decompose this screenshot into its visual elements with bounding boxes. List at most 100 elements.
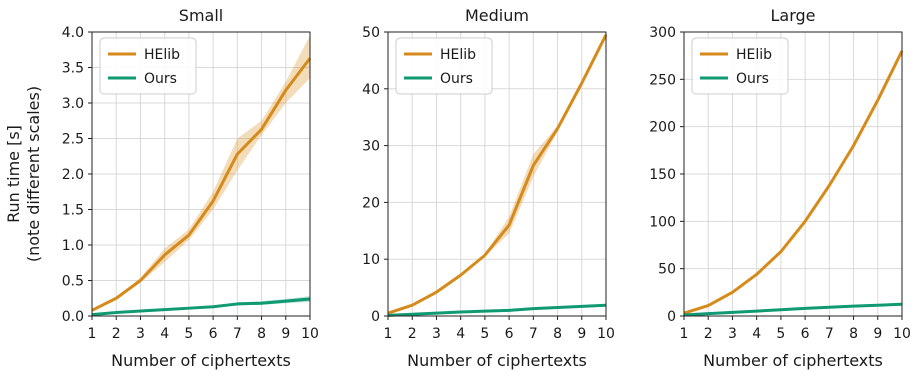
data-point-helib [779,250,782,253]
series-ours [91,296,311,317]
x-tick-label: 7 [233,326,242,342]
y-tick-label: 150 [649,167,676,183]
y-tick-label: 20 [362,195,380,211]
data-point-ours [876,304,879,307]
data-point-ours [580,305,583,308]
y-tick-label: 50 [362,25,380,41]
x-tick-label: 4 [752,326,761,342]
y-tick-label: 2.5 [62,132,84,148]
x-tick-label: 1 [680,326,689,342]
data-point-ours [236,302,239,305]
y-tick-label: 1.5 [62,203,84,219]
series-line-helib [387,34,608,315]
y-tick-label: 50 [658,262,676,278]
y-axis-label-line1: Run time [s] [4,125,23,223]
data-point-helib [483,254,486,257]
y-tick-label: 40 [362,82,380,98]
x-tick-label: 8 [553,326,562,342]
chart-title: Medium [465,6,529,25]
data-point-ours [139,310,142,313]
x-tick-label: 5 [776,326,785,342]
data-point-ours [707,312,710,315]
x-tick-label: 4 [456,326,465,342]
y-tick-label: 300 [649,25,676,41]
legend-label-helib: HElib [440,47,476,63]
series-line-ours [387,303,607,317]
data-point-ours [115,311,118,314]
data-point-ours [852,305,855,308]
y-axis-label-line2: (note different scales) [24,86,43,262]
x-tick-label: 2 [112,326,121,342]
legend-label-helib: HElib [736,47,772,63]
data-point-helib [731,291,734,294]
x-tick-label: 7 [529,326,538,342]
y-tick-label: 200 [649,120,676,136]
x-tick-label: 6 [801,326,810,342]
x-tick-label: 4 [160,326,169,342]
x-axis-label: Number of ciphertexts [703,351,883,370]
y-tick-label: 10 [362,252,380,268]
series-line-helib [91,57,312,312]
data-point-helib [876,99,879,102]
data-point-helib [707,304,710,307]
x-tick-label: 9 [873,326,882,342]
chart-panel-large: 1 2 3 4 5 6 7 8 9 10050100150200250300LargeNumber… [649,6,911,370]
data-point-ours [731,311,734,314]
x-tick-label: 5 [480,326,489,342]
data-point-helib [828,184,831,187]
shared-y-axis-label: Run time [s] (note different scales) [4,86,43,262]
y-tick-label: 0 [667,309,676,325]
data-point-ours [459,311,462,314]
legend-box [99,37,197,95]
x-tick-label: 9 [281,326,290,342]
data-point-helib [236,153,239,156]
legend-label-helib: HElib [144,47,180,63]
data-point-ours [828,306,831,309]
data-point-helib [556,127,559,130]
data-point-helib [435,291,438,294]
series-ours [387,303,607,317]
legend: HElib Ours [691,37,789,95]
data-point-ours [779,308,782,311]
data-point-helib [115,297,118,300]
series-helib [387,32,608,315]
data-point-helib [804,220,807,223]
legend-box [691,37,789,95]
data-point-ours [435,312,438,315]
data-point-ours [187,307,190,310]
x-tick-label: 8 [257,326,266,342]
x-axis-label: Number of ciphertexts [407,351,587,370]
data-point-helib [284,89,287,92]
legend-label-ours: Ours [440,71,473,87]
data-point-ours [508,309,511,312]
data-point-ours [556,306,559,309]
plot-frame [387,31,607,317]
data-point-helib [580,82,583,85]
x-tick-label: 2 [704,326,713,342]
data-point-ours [411,313,414,316]
x-tick-label: 8 [849,326,858,342]
data-point-helib [212,199,215,202]
x-tick-label: 2 [408,326,417,342]
x-tick-label: 10 [301,326,319,342]
x-tick-label: 7 [825,326,834,342]
series-line-ours [91,297,311,317]
data-point-ours [260,302,263,305]
data-point-ours [284,300,287,303]
x-tick-label: 6 [209,326,218,342]
legend: HElib Ours [395,37,493,95]
x-tick-label: 3 [432,326,441,342]
y-tick-label: 0.5 [62,274,84,290]
legend: HElib Ours [99,37,197,95]
y-tick-label: 4.0 [62,25,84,41]
x-axis-label: Number of ciphertexts [111,351,291,370]
data-point-ours [804,307,807,310]
data-point-ours [755,310,758,313]
x-tick-label: 1 [384,326,393,342]
data-point-helib [755,273,758,276]
series-line-ours [683,302,903,317]
y-tick-label: 250 [649,72,676,88]
y-tick-label: 0 [371,309,380,325]
series-ours [683,302,903,317]
chart-panel-small: 1 2 3 4 5 6 7 8 9 10 0.0 0.5 1.0 1.5 2.0 2.5 3.0 3.5 4.0 Sm… [62,6,319,370]
